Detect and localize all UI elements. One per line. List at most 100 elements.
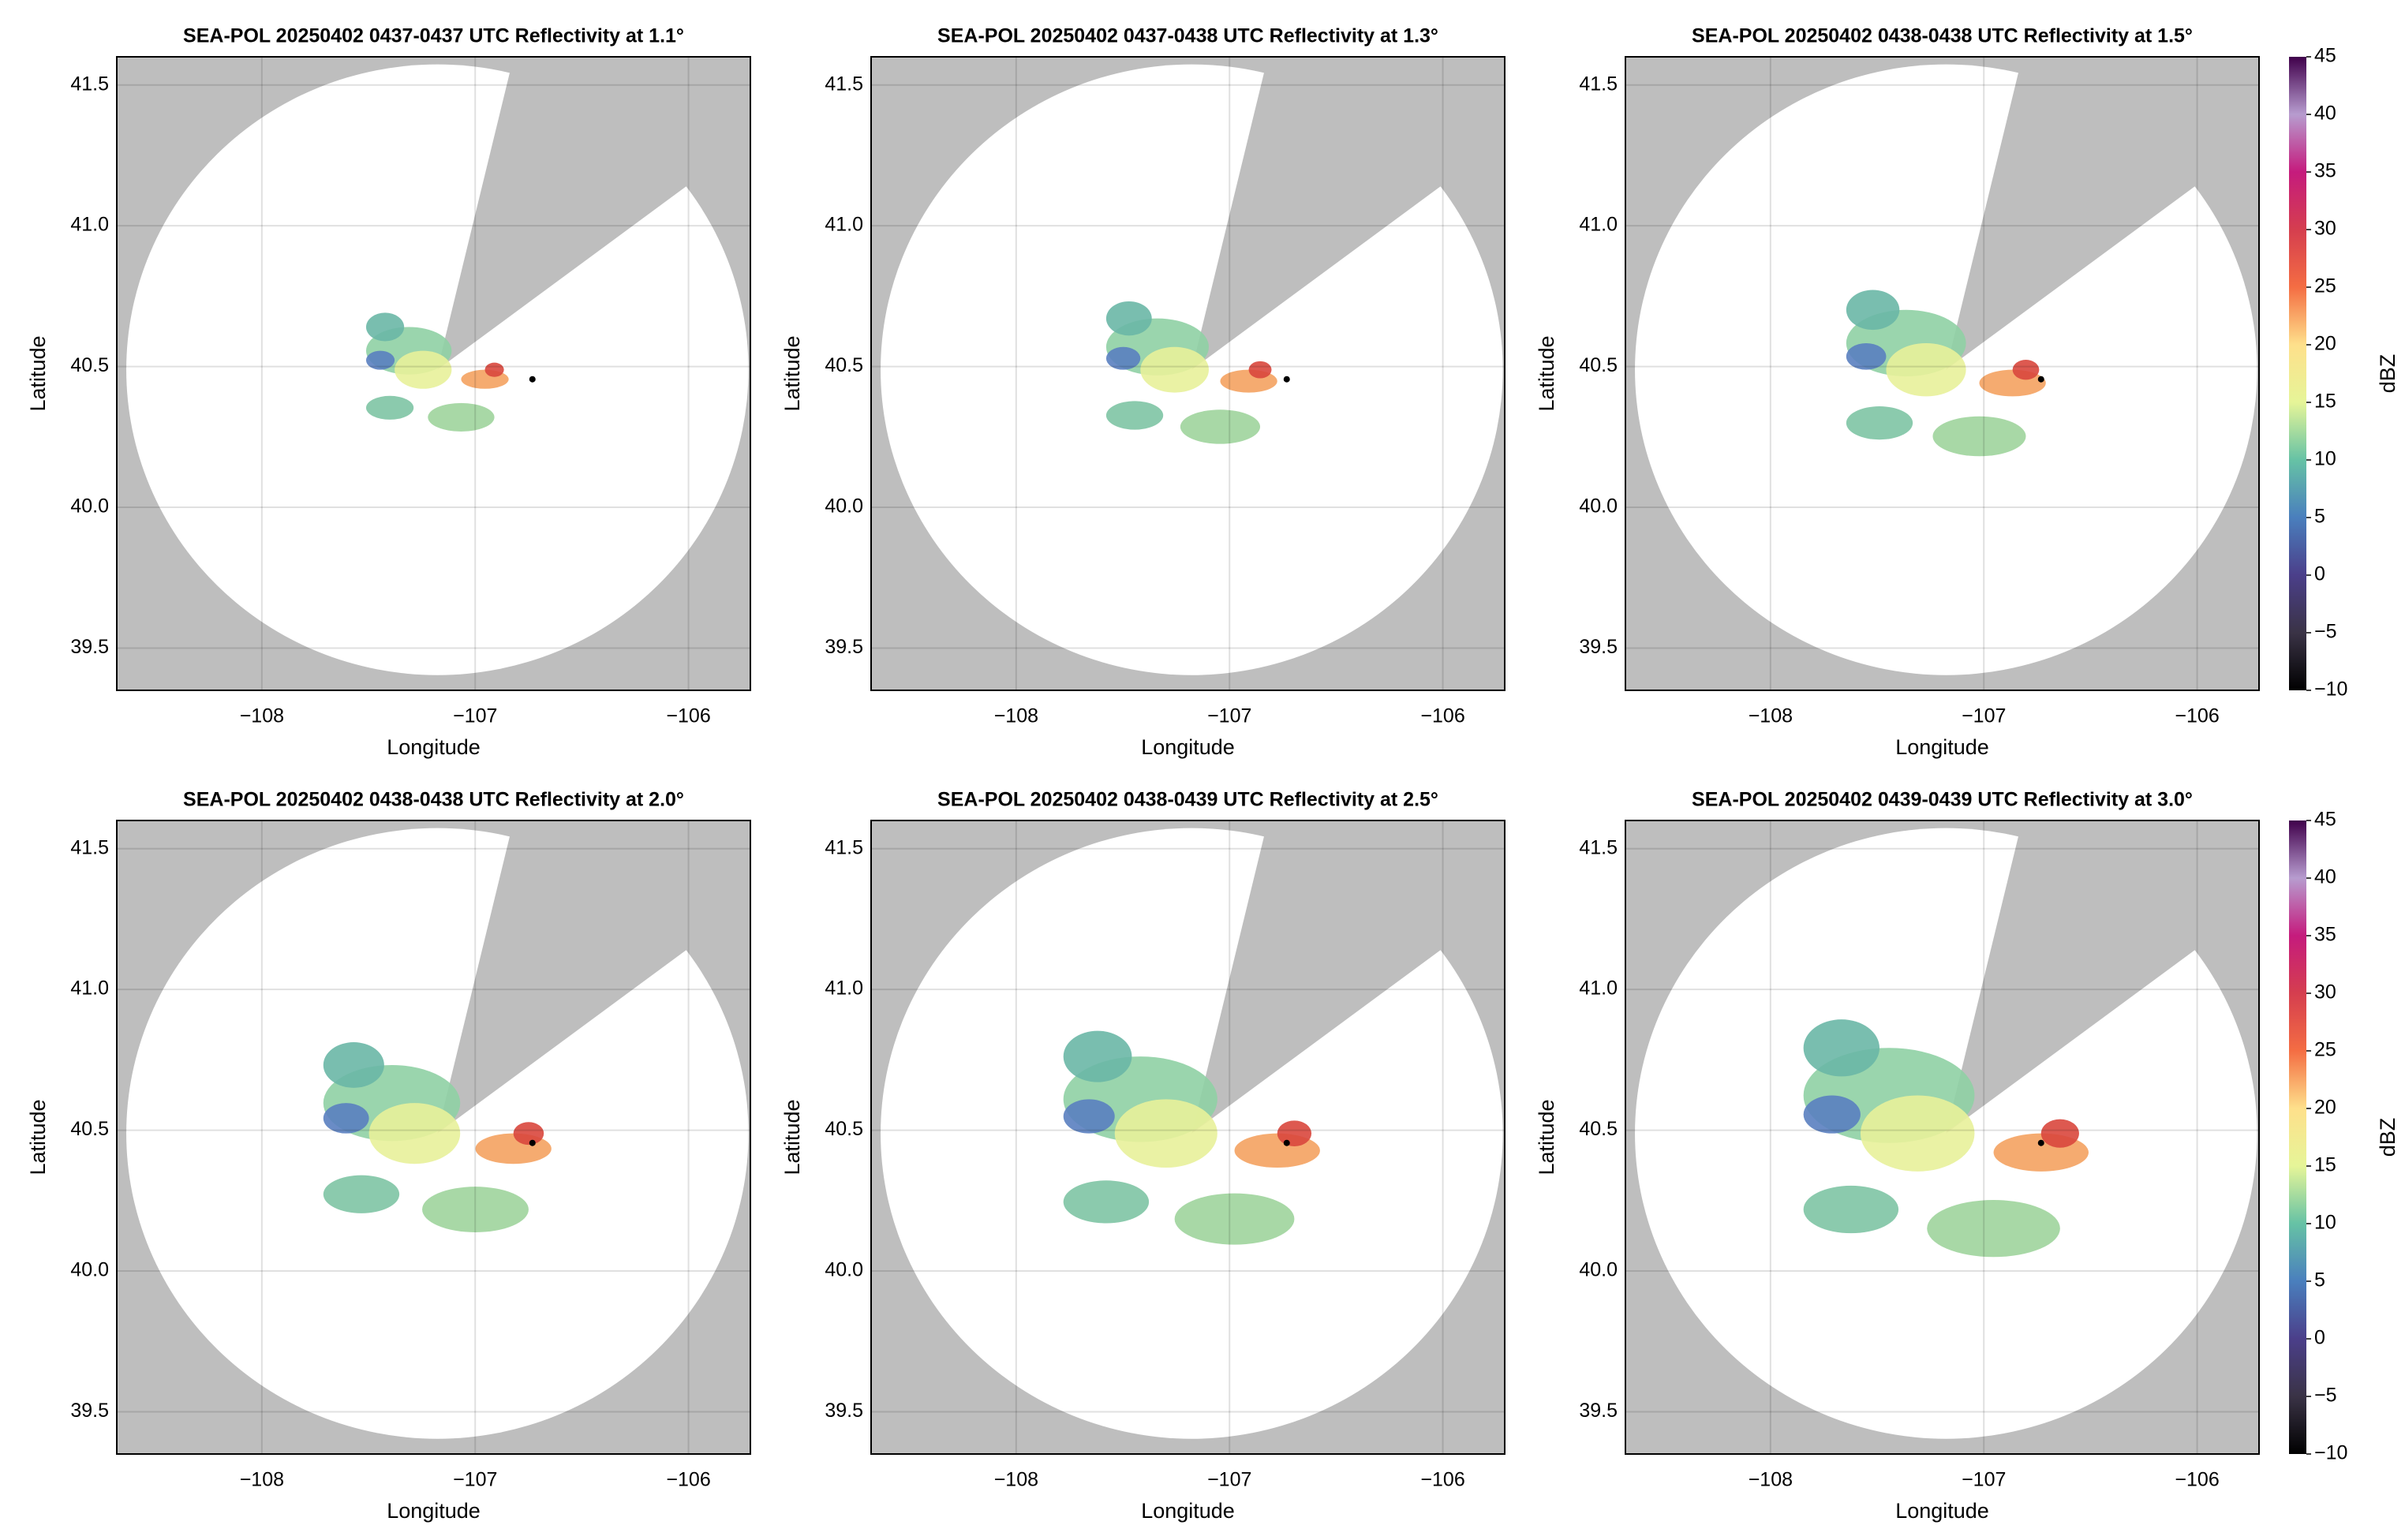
y-tick-label: 39.5: [1579, 636, 1618, 658]
plot-frame: [1625, 820, 2260, 1455]
echo-region: [365, 312, 405, 342]
x-axis-label: Longitude: [1141, 735, 1235, 759]
echo-region: [1803, 1185, 1899, 1234]
colorbar-tick-label: 0: [2314, 563, 2325, 585]
x-tick-label: −107: [1962, 705, 2006, 727]
y-tick-label: 39.5: [70, 1400, 109, 1422]
colorbar-tick-label: 0: [2314, 1327, 2325, 1349]
colorbar: [2289, 57, 2306, 690]
colorbar-tick-label: 20: [2314, 1097, 2336, 1119]
y-tick-label: 40.0: [1579, 1259, 1618, 1281]
y-tick-label: 41.0: [70, 977, 109, 1000]
colorbar-tick-label: 35: [2314, 924, 2336, 946]
y-tick-label: 40.5: [825, 1118, 863, 1140]
x-tick-label: −108: [994, 705, 1038, 727]
x-tick-label: −107: [453, 1469, 497, 1491]
echo-region: [323, 1103, 369, 1134]
blocked-sector: [1946, 57, 2259, 370]
echo-region: [368, 1103, 461, 1164]
echo-region: [1932, 416, 2026, 457]
x-axis-label: Longitude: [1895, 1499, 1989, 1523]
x-axis-label: Longitude: [387, 735, 481, 759]
plot-area: [1625, 820, 2259, 1454]
echo-region: [1846, 342, 1887, 370]
y-tick-label: 41.0: [1579, 977, 1618, 1000]
echo-region: [1174, 1193, 1295, 1245]
x-tick-label: −107: [453, 705, 497, 727]
colorbar-tick-label: 30: [2314, 981, 2336, 1004]
echo-region: [1140, 346, 1209, 393]
colorbar-tick-label: 40: [2314, 103, 2336, 125]
radar-site: [529, 1139, 536, 1146]
x-tick-label: −108: [240, 1469, 284, 1491]
colorbar-tick-label: −10: [2314, 678, 2347, 701]
echo-region: [1105, 401, 1164, 430]
plot-area: [871, 57, 1505, 690]
chart-title: SEA-POL 20250402 0439-0439 UTC Reflectiv…: [1692, 789, 2193, 811]
x-tick-label: −108: [1749, 1469, 1793, 1491]
y-tick-label: 41.5: [1579, 73, 1618, 95]
radar-site: [2037, 1139, 2044, 1146]
plot-frame: [116, 56, 751, 691]
echo-region: [1860, 1095, 1975, 1172]
y-tick-label: 41.5: [70, 836, 109, 858]
chart-title: SEA-POL 20250402 0438-0439 UTC Reflectiv…: [937, 789, 1438, 811]
y-tick-label: 40.0: [70, 495, 109, 518]
y-axis-label: Latitude: [780, 1099, 804, 1175]
plot-area: [117, 57, 750, 690]
colorbar-tick-label: 45: [2314, 809, 2336, 831]
y-tick-label: 40.0: [1579, 495, 1618, 518]
x-tick-label: −108: [1749, 705, 1793, 727]
plot-frame: [870, 56, 1505, 691]
x-tick-label: −106: [666, 705, 710, 727]
echo-region: [2012, 360, 2040, 380]
x-tick-label: −106: [1420, 1469, 1464, 1491]
colorbar-tick-label: 25: [2314, 275, 2336, 297]
y-tick-label: 40.0: [825, 495, 863, 518]
colorbar-tick-label: 5: [2314, 1269, 2325, 1291]
echo-region: [1248, 361, 1272, 379]
echo-region: [2040, 1119, 2079, 1148]
plot-area: [117, 820, 750, 1454]
x-axis-label: Longitude: [1895, 735, 1989, 759]
x-tick-label: −106: [1420, 705, 1464, 727]
y-tick-label: 41.0: [70, 214, 109, 236]
y-tick-label: 39.5: [825, 636, 863, 658]
y-tick-label: 40.0: [825, 1259, 863, 1281]
colorbar-tick-label: 5: [2314, 506, 2325, 528]
plot-frame: [1625, 56, 2260, 691]
echo-region: [428, 402, 495, 432]
colorbar-tick-label: 10: [2314, 1212, 2336, 1234]
echo-region: [1803, 1095, 1861, 1134]
colorbar-tick-label: 45: [2314, 45, 2336, 67]
y-axis-label: Latitude: [780, 335, 804, 411]
colorbar-tick-label: 10: [2314, 448, 2336, 470]
x-tick-label: −108: [240, 705, 284, 727]
x-tick-label: −106: [2175, 1469, 2219, 1491]
echo-region: [484, 362, 504, 377]
y-tick-label: 41.0: [825, 977, 863, 1000]
radar-site: [1283, 376, 1290, 383]
blocked-sector: [1191, 57, 1505, 370]
echo-region: [1277, 1120, 1312, 1146]
blocked-sector: [437, 820, 750, 1134]
radar-site: [1283, 1139, 1290, 1146]
chart-title: SEA-POL 20250402 0437-0437 UTC Reflectiv…: [183, 25, 684, 47]
y-tick-label: 40.5: [70, 354, 109, 376]
y-axis-label: Latitude: [1535, 1099, 1558, 1175]
echo-region: [1105, 301, 1152, 336]
colorbar-tick-label: −5: [2314, 621, 2337, 643]
colorbar-tick-label: 25: [2314, 1039, 2336, 1061]
plot-area: [1625, 57, 2259, 690]
colorbar-tick-label: 35: [2314, 160, 2336, 182]
radar-site: [529, 376, 536, 383]
echo-region: [1927, 1199, 2060, 1258]
echo-region: [395, 350, 452, 389]
colorbar-tick-label: 30: [2314, 218, 2336, 240]
y-tick-label: 40.5: [1579, 354, 1618, 376]
blocked-sector: [1191, 820, 1505, 1134]
y-axis-label: Latitude: [26, 335, 50, 411]
colorbar-label: dBZ: [2376, 1118, 2399, 1157]
chart-title: SEA-POL 20250402 0438-0438 UTC Reflectiv…: [1692, 25, 2193, 47]
